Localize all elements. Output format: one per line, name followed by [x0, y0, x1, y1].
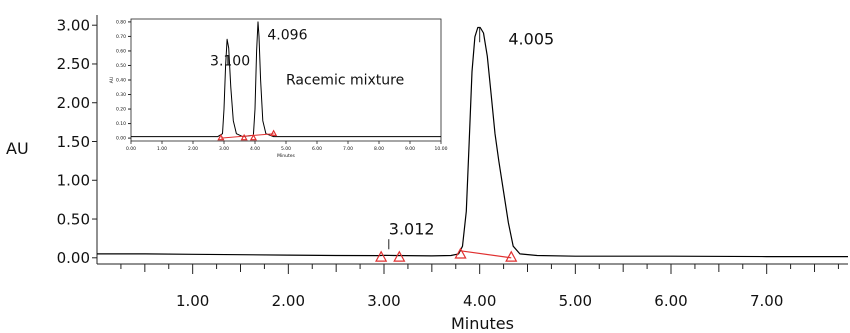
inset-frame	[130, 18, 442, 142]
peak-label: 4.096	[267, 27, 307, 43]
peak-label: 3.012	[389, 220, 435, 239]
integration-marker	[270, 129, 278, 136]
x-tick-label: 2.00	[188, 146, 198, 152]
x-tick-label: 5.00	[559, 292, 592, 310]
y-axis-title: AU	[109, 77, 115, 83]
x-tick-label: 6.00	[654, 292, 687, 310]
y-tick-label: 0.10	[116, 121, 126, 127]
y-tick-label: 3.00	[57, 16, 90, 34]
x-tick-label: 8.00	[374, 146, 384, 152]
y-tick-label: 0.00	[57, 249, 90, 267]
y-tick-label: 0.30	[116, 92, 126, 98]
integration-marker	[393, 250, 406, 262]
integration-baseline	[220, 133, 274, 139]
chromatogram-trace	[97, 26, 848, 258]
y-tick-label: 0.70	[116, 34, 126, 40]
y-tick-label: 0.00	[116, 136, 126, 142]
y-tick-label: 1.50	[57, 133, 90, 151]
integration-marker	[249, 133, 258, 141]
x-axis-title: Minutes	[451, 314, 514, 333]
y-tick-label: 0.50	[116, 63, 126, 69]
y-tick-label: 2.00	[57, 94, 90, 112]
y-tick-label: 0.80	[116, 19, 126, 25]
integration-marker	[375, 250, 388, 262]
peak-label: Racemic mixture	[286, 72, 404, 88]
inset-chart: 0.00 0.10 0.20 0.30 0.40 0.50 0.60 0.70 0.80 0.00…	[109, 18, 448, 159]
peak-label: 3.100	[210, 53, 250, 69]
y-axis-title: AU	[6, 139, 29, 158]
y-tick-label: 1.00	[57, 172, 90, 190]
x-tick-label: 3.00	[367, 292, 400, 310]
peak-label: 4.005	[508, 30, 554, 49]
main-chart: 0.00 0.50 1.00 1.50 2.00 2.50 3.00 1.00 2.00 3.00…	[6, 15, 848, 333]
y-tick-label: 0.20	[116, 107, 126, 113]
x-tick-label: 6.00	[312, 146, 322, 152]
y-tick-label: 0.40	[116, 78, 126, 84]
x-tick-label: 3.00	[219, 146, 229, 152]
x-tick-label: 7.00	[343, 146, 353, 152]
x-tick-label: 1.00	[157, 146, 167, 152]
integration-marker	[217, 133, 225, 141]
integration-marker	[505, 250, 518, 262]
x-tick-label: 1.00	[176, 292, 209, 310]
x-tick-label: 7.00	[750, 292, 783, 310]
x-tick-label: 5.00	[281, 146, 291, 152]
integration-marker	[240, 133, 248, 141]
x-tick-label: 0.00	[126, 146, 136, 152]
x-tick-label: 4.00	[463, 292, 496, 310]
x-axis-title: Minutes	[277, 153, 295, 159]
x-tick-label: 4.00	[250, 146, 260, 152]
y-tick-label: 0.60	[116, 49, 126, 55]
x-tick-label: 2.00	[272, 292, 305, 310]
x-tick-label: 9.00	[405, 146, 415, 152]
y-tick-label: 2.50	[57, 55, 90, 73]
y-tick-label: 0.50	[57, 210, 90, 228]
integration-baseline	[460, 250, 512, 259]
integration-marker	[454, 247, 467, 259]
x-tick-label: 10.00	[435, 146, 448, 152]
